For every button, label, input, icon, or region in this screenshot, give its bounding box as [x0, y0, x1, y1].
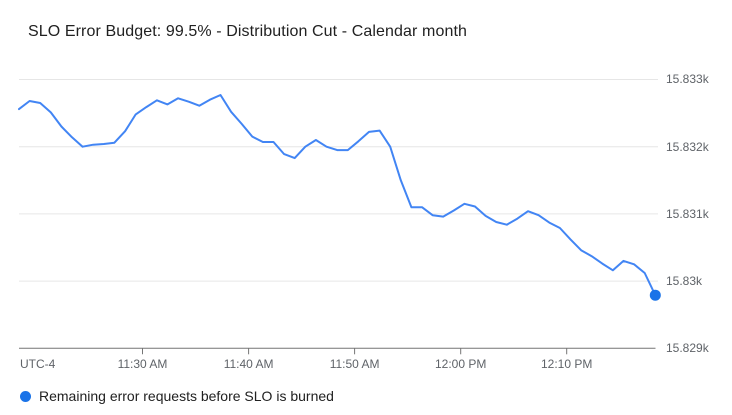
y-axis-tick-label: 15.832k: [666, 140, 709, 154]
x-axis-tick-label: 11:50 AM: [329, 357, 380, 371]
chart-title: SLO Error Budget: 99.5% - Distribution C…: [28, 23, 467, 40]
x-axis-tick-label: 11:30 AM: [117, 357, 168, 371]
x-axis-tick-label: 11:40 AM: [223, 357, 274, 371]
y-axis-tick-label: 15.833k: [666, 72, 709, 86]
series-line[interactable]: [18, 94, 657, 297]
x-axis-tick-label: 12:10 PM: [541, 357, 593, 371]
legend-item[interactable]: Remaining error requests before SLO is b…: [20, 388, 334, 404]
y-axis-tick-label: 15.829k: [666, 341, 709, 355]
x-axis-tick-label: 12:00 PM: [435, 357, 487, 371]
legend-series-label: Remaining error requests before SLO is b…: [39, 388, 334, 404]
y-axis-tick-label: 15.83k: [666, 274, 703, 288]
series-end-dot[interactable]: [649, 289, 661, 301]
y-axis-tick-label: 15.831k: [666, 207, 709, 221]
x-axis-timezone-label: UTC-4: [20, 357, 56, 371]
legend-series-dot-icon: [20, 390, 31, 402]
